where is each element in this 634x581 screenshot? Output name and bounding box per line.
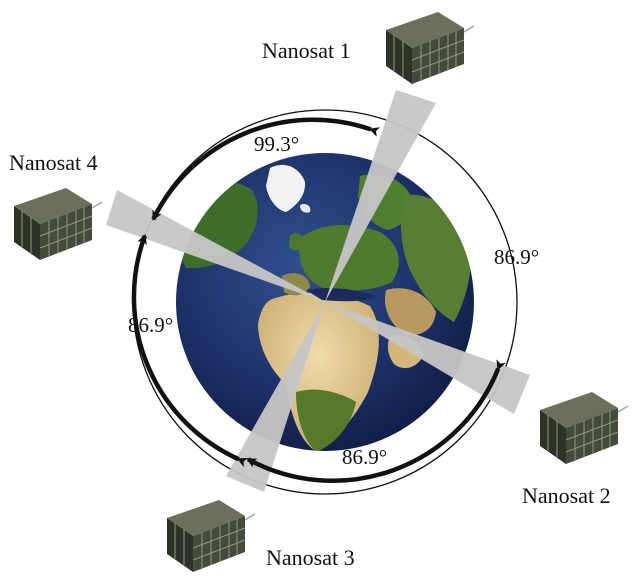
label-nanosat-4: Nanosat 4	[9, 150, 98, 175]
arc-2-to-3	[246, 359, 506, 483]
satellite-nanosat-3	[166, 499, 256, 573]
angle-label-4-1: 99.3°	[254, 132, 299, 156]
angle-arcs	[131, 117, 506, 483]
satellite-nanosat-1	[385, 11, 475, 85]
label-nanosat-1: Nanosat 1	[262, 38, 351, 63]
beam-nanosat-1	[325, 90, 436, 302]
label-nanosat-2: Nanosat 2	[522, 483, 611, 508]
earth-globe-icon	[176, 153, 474, 451]
angle-label-1-2: 86.9°	[494, 245, 539, 269]
satellite-icon	[166, 499, 256, 573]
label-nanosat-3: Nanosat 3	[266, 545, 355, 570]
arc-4-to-1	[151, 117, 380, 221]
satellite-icon	[385, 11, 475, 85]
arc-3-to-4	[131, 233, 248, 468]
angle-label-3-4: 86.9°	[128, 313, 173, 337]
satellite-icon	[539, 391, 629, 465]
angle-label-2-3: 86.9°	[342, 445, 387, 469]
satellite-nanosat-4	[13, 187, 103, 261]
satellite-nanosat-2	[539, 391, 629, 465]
satellite-icon	[13, 187, 103, 261]
